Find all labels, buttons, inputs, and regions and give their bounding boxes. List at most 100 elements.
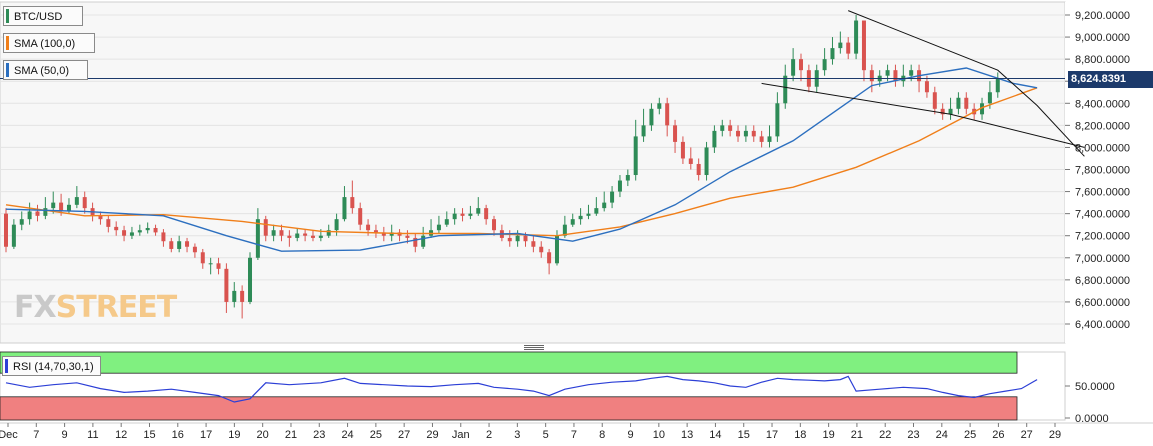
candle-body <box>964 97 969 109</box>
candle-body <box>948 108 953 115</box>
candle-body <box>19 219 24 225</box>
x-tick-label: 17 <box>766 429 778 441</box>
candle-body <box>271 230 276 236</box>
x-tick-label: 23 <box>313 429 325 441</box>
candle-body <box>366 224 371 231</box>
x-tick-label: 22 <box>879 429 891 441</box>
candle-body <box>200 252 205 264</box>
candle-body <box>562 224 567 236</box>
price-axis-area <box>1065 2 1153 343</box>
legend-sma50[interactable]: SMA (50,0) <box>3 60 88 80</box>
candle-body <box>995 78 1000 93</box>
candle-body <box>334 219 339 231</box>
x-tick-label: 15 <box>143 429 155 441</box>
candle-body <box>342 197 347 220</box>
candle-body <box>657 103 662 109</box>
legend-rsi[interactable]: RSI (14,70,30,1) <box>2 356 101 376</box>
x-tick-label: 14 <box>709 429 721 441</box>
candle-body <box>688 158 693 164</box>
x-tick-label: 20 <box>257 429 269 441</box>
x-tick-label: 7 <box>571 429 577 441</box>
rsi-swatch <box>5 359 8 373</box>
x-tick-label: 25 <box>370 429 382 441</box>
candle-body <box>232 290 237 302</box>
price-tick-label: 7,200.0000 <box>1075 231 1130 243</box>
candle-body <box>208 263 213 265</box>
price-tick-label: 6,800.0000 <box>1075 275 1130 287</box>
candle-body <box>617 180 622 192</box>
candle-body <box>924 81 929 93</box>
fxstreet-logo: FXSTREET <box>14 290 177 325</box>
candle-body <box>861 20 866 71</box>
candle-body <box>279 230 284 236</box>
candle-body <box>452 213 457 220</box>
candle-body <box>633 136 638 176</box>
candle-body <box>696 163 701 176</box>
candle-body <box>436 224 441 231</box>
rsi-line <box>5 375 1038 403</box>
candle-body <box>11 224 16 247</box>
x-tick-label: 13 <box>681 429 693 441</box>
logo-fx: FX <box>14 290 57 325</box>
candle-body <box>791 59 796 76</box>
price-tick-label: 7,800.0000 <box>1075 165 1130 177</box>
x-tick-label: 27 <box>398 429 410 441</box>
candle-body <box>35 211 40 216</box>
candle-body <box>885 70 890 76</box>
price-tick-label: 8,200.0000 <box>1075 120 1130 132</box>
candle-body <box>476 208 481 214</box>
candle-body <box>854 20 859 54</box>
x-tick-label: 19 <box>228 429 240 441</box>
candle-body <box>649 108 654 126</box>
sma100-swatch <box>6 36 9 50</box>
price-tick-label: 9,200.0000 <box>1075 10 1130 22</box>
candle-body <box>350 197 355 209</box>
legend-symbol-label: BTC/USD <box>14 11 63 23</box>
x-tick-label: 3 <box>514 429 520 441</box>
price-tick-label: 6,400.0000 <box>1075 319 1130 331</box>
trendline <box>848 10 1085 157</box>
candle-body <box>444 219 449 225</box>
candle-body <box>838 42 843 49</box>
x-tick-label: 9 <box>627 429 633 441</box>
x-tick-label: 2 <box>486 429 492 441</box>
candle-body <box>554 235 559 264</box>
candle-body <box>751 130 756 137</box>
x-tick-label: 29 <box>426 429 438 441</box>
candle-body <box>673 125 678 142</box>
candle-body <box>909 70 914 76</box>
candle-body <box>106 219 111 227</box>
candle-body <box>641 125 646 137</box>
rsi-tick-label: 50.0000 <box>1075 381 1115 393</box>
price-tick-label: 6,600.0000 <box>1075 297 1130 309</box>
candle-body <box>161 232 166 242</box>
price-tick-label: 8,800.0000 <box>1075 54 1130 66</box>
price-tick-label: 8,000.0000 <box>1075 142 1130 154</box>
candle-body <box>381 232 386 236</box>
legend-symbol[interactable]: BTC/USD <box>3 6 83 26</box>
rsi-oversold-zone <box>0 396 1018 421</box>
candle-body <box>358 208 363 225</box>
candle-body <box>74 197 79 205</box>
candle-body <box>846 42 851 54</box>
candle-body <box>932 92 937 109</box>
legend-sma100[interactable]: SMA (100,0) <box>3 33 95 53</box>
sma50-line <box>5 67 1038 252</box>
candle-body <box>507 237 512 242</box>
legend-sma100-label: SMA (100,0) <box>14 38 76 50</box>
sma100-line <box>5 87 1038 237</box>
candle-body <box>98 215 103 220</box>
x-tick-label: 21 <box>285 429 297 441</box>
candle-body <box>43 208 48 216</box>
candle-body <box>531 241 536 247</box>
x-tick-label: 18 <box>794 429 806 441</box>
candle-body <box>255 219 260 258</box>
candle-body <box>610 191 615 203</box>
pane-splitter-handle[interactable] <box>524 344 544 350</box>
x-tick-label: 9 <box>62 429 68 441</box>
candle-body <box>145 227 150 231</box>
x-tick-label: 27 <box>1021 429 1033 441</box>
price-tick-label: 7,600.0000 <box>1075 187 1130 199</box>
